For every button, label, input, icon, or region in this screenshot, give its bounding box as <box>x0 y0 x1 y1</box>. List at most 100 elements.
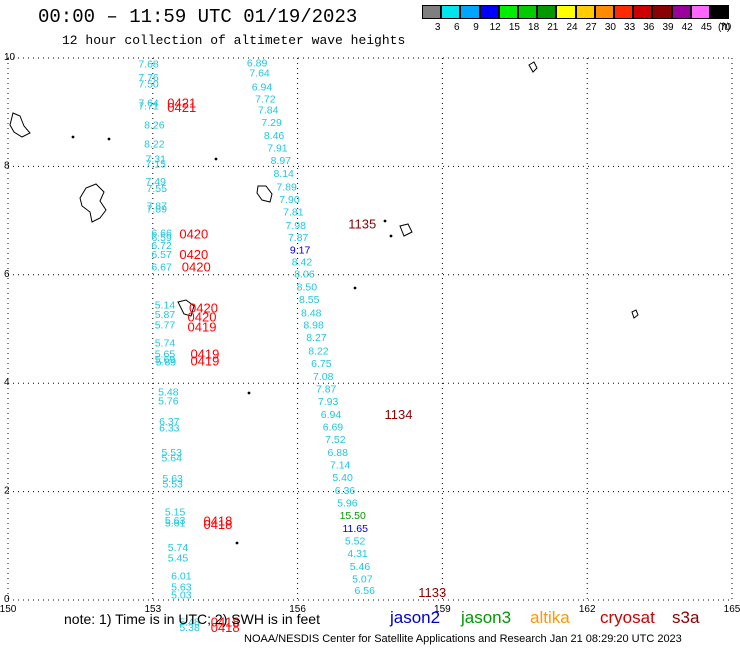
wave-height-label: 6.75 <box>311 358 332 370</box>
legend-label: 33 <box>624 22 636 33</box>
wave-height-label: 7.81 <box>283 206 304 218</box>
wave-height-label: 8.55 <box>299 294 320 306</box>
wave-height-label: 8.46 <box>264 130 285 142</box>
legend-swatch <box>460 5 480 19</box>
wave-height-label: 5.48 <box>179 617 200 629</box>
islet-mark <box>71 135 75 139</box>
wave-height-label: 7.90 <box>279 194 300 206</box>
islet-mark <box>353 286 357 290</box>
wave-height-label: 8.48 <box>301 308 322 320</box>
wave-height-label: 5.48 <box>158 386 179 398</box>
legend-swatch <box>652 5 672 19</box>
mission-altika: altika <box>530 608 570 627</box>
wave-height-label: 5.89 <box>156 357 177 369</box>
wave-height-label: 5.87 <box>155 309 176 321</box>
legend-label: 9 <box>473 22 479 33</box>
legend-swatch <box>575 5 595 19</box>
pass-time-label: 0420 <box>189 300 218 315</box>
legend-label: 21 <box>547 22 559 33</box>
legend-label: 36 <box>643 22 655 33</box>
wave-height-label: 11.65 <box>342 523 368 535</box>
wave-height-label: 7.15 <box>146 159 167 171</box>
legend-swatch <box>479 5 499 19</box>
wave-height-label: 8.97 <box>271 155 292 167</box>
wave-height-label: 7.52 <box>325 434 346 446</box>
legend-swatch <box>690 5 710 19</box>
wave-height-label: 6.01 <box>171 571 192 583</box>
pass-time-label: 0418 <box>211 615 240 630</box>
wave-height-label: 7.93 <box>318 396 339 408</box>
wave-height-label: 7.91 <box>267 142 288 154</box>
legend-swatch <box>710 5 730 19</box>
wave-height-label: 5.96 <box>337 497 358 509</box>
y-tick-label: 0 <box>4 594 10 605</box>
wave-height-label: 5.77 <box>155 320 176 332</box>
wave-height-label: 6.69 <box>323 422 344 434</box>
wave-height-label: 9.17 <box>290 244 311 256</box>
wave-height-label: 8.50 <box>297 282 318 294</box>
legend-swatch <box>518 5 538 19</box>
wave-height-label: 7.84 <box>258 104 279 116</box>
wave-height-label: 6.59 <box>151 232 172 244</box>
wave-height-label: 8.26 <box>144 120 165 132</box>
wave-height-label: 5.03 <box>171 590 192 602</box>
wave-height-label: 5.69 <box>155 354 176 366</box>
wave-height-label: 8.14 <box>273 168 294 180</box>
legend-swatch <box>633 5 653 19</box>
legend-swatch <box>671 5 691 19</box>
wave-height-label: 7.87 <box>288 232 309 244</box>
wave-height-label: 5.74 <box>155 338 176 350</box>
pass-time-label: 0419 <box>188 319 217 334</box>
legend-label: 45 <box>700 22 712 33</box>
legend-swatch <box>614 5 634 19</box>
legend-label: 24 <box>566 22 578 33</box>
wave-height-label: 6.66 <box>151 228 172 240</box>
x-tick-label: 165 <box>724 604 740 615</box>
wave-height-label: 5.53 <box>161 447 182 459</box>
wave-height-label: 6.72 <box>151 240 172 252</box>
wave-height-label: 4.31 <box>347 548 368 560</box>
wave-height-label: 7.64 <box>138 97 159 109</box>
islet-mark <box>389 234 393 238</box>
pass-time-label: 0418 <box>203 513 232 528</box>
wave-height-label: 7.71 <box>138 101 159 113</box>
legend-label: 70 <box>720 22 732 33</box>
island-outline <box>399 223 413 237</box>
wave-height-label: 7.76 <box>138 72 159 84</box>
wave-height-label: 6.94 <box>321 409 342 421</box>
mission-s3a: s3a <box>672 608 700 627</box>
wave-height-label: 6.89 <box>247 57 268 69</box>
wave-height-label: 5.74 <box>168 542 189 554</box>
wave-height-label: 5.76 <box>158 396 179 408</box>
islet-mark <box>247 391 251 395</box>
wave-height-label: 7.89 <box>147 204 168 216</box>
islet-mark <box>214 157 218 161</box>
wave-height-label: 6.94 <box>252 82 273 94</box>
wave-height-label: 7.89 <box>276 181 297 193</box>
pass-time-label: 1135 <box>348 216 376 231</box>
x-tick-label: 156 <box>289 604 306 615</box>
wave-height-label: 7.49 <box>146 176 167 188</box>
wave-height-label: 5.45 <box>168 553 189 565</box>
wave-height-label: 6.57 <box>151 249 172 261</box>
pass-time-label: 0420 <box>179 227 208 242</box>
pass-time-label: 1134 <box>384 407 412 422</box>
legend-swatch <box>498 5 518 19</box>
wave-height-label: 5.14 <box>155 300 176 312</box>
wave-height-label: 7.68 <box>138 58 159 70</box>
legend-label: 27 <box>585 22 597 33</box>
wave-height-label: 7.72 <box>255 94 276 106</box>
wave-height-label: 5.52 <box>345 535 366 547</box>
wave-height-label: 6.56 <box>355 585 376 597</box>
wave-height-label: 5.63 <box>162 473 183 485</box>
wave-height-label: 7.31 <box>146 153 167 165</box>
wave-height-label: 15.50 <box>340 510 366 522</box>
wave-height-label: 7.87 <box>147 200 168 212</box>
wave-height-label: 5.61 <box>165 517 186 529</box>
island-outline <box>256 185 273 203</box>
island-outline <box>9 112 31 138</box>
wave-height-label: 7.98 <box>286 220 307 232</box>
mission-jason3: jason3 <box>461 608 512 627</box>
wave-height-label: 6.33 <box>159 423 180 435</box>
